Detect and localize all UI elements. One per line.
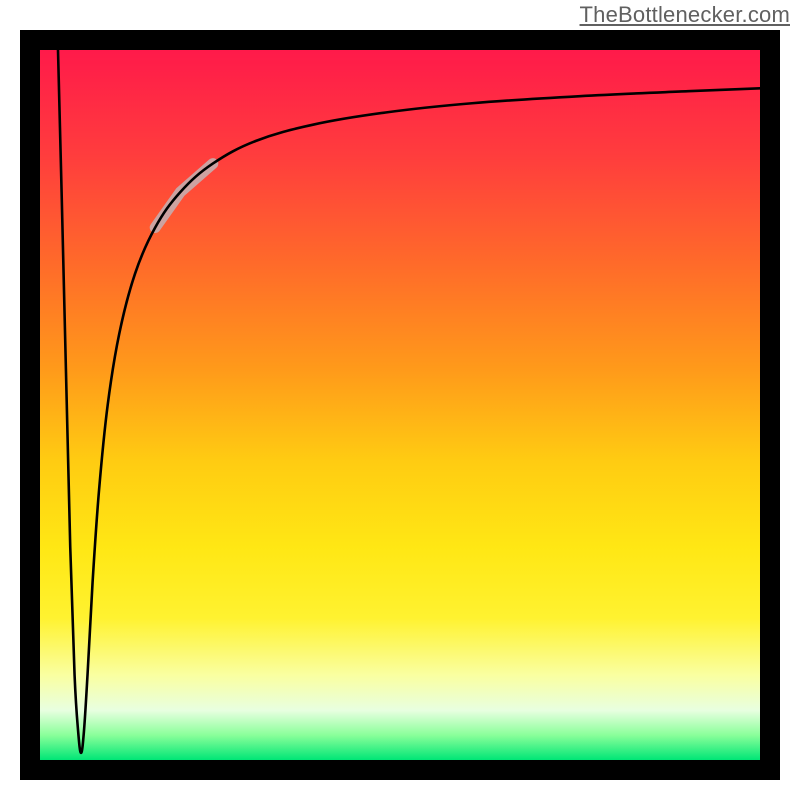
chart-stage: TheBottlenecker.com	[0, 0, 800, 800]
bottleneck-chart	[0, 0, 800, 800]
chart-background	[40, 50, 760, 760]
watermark-link[interactable]: TheBottlenecker.com	[580, 2, 790, 28]
